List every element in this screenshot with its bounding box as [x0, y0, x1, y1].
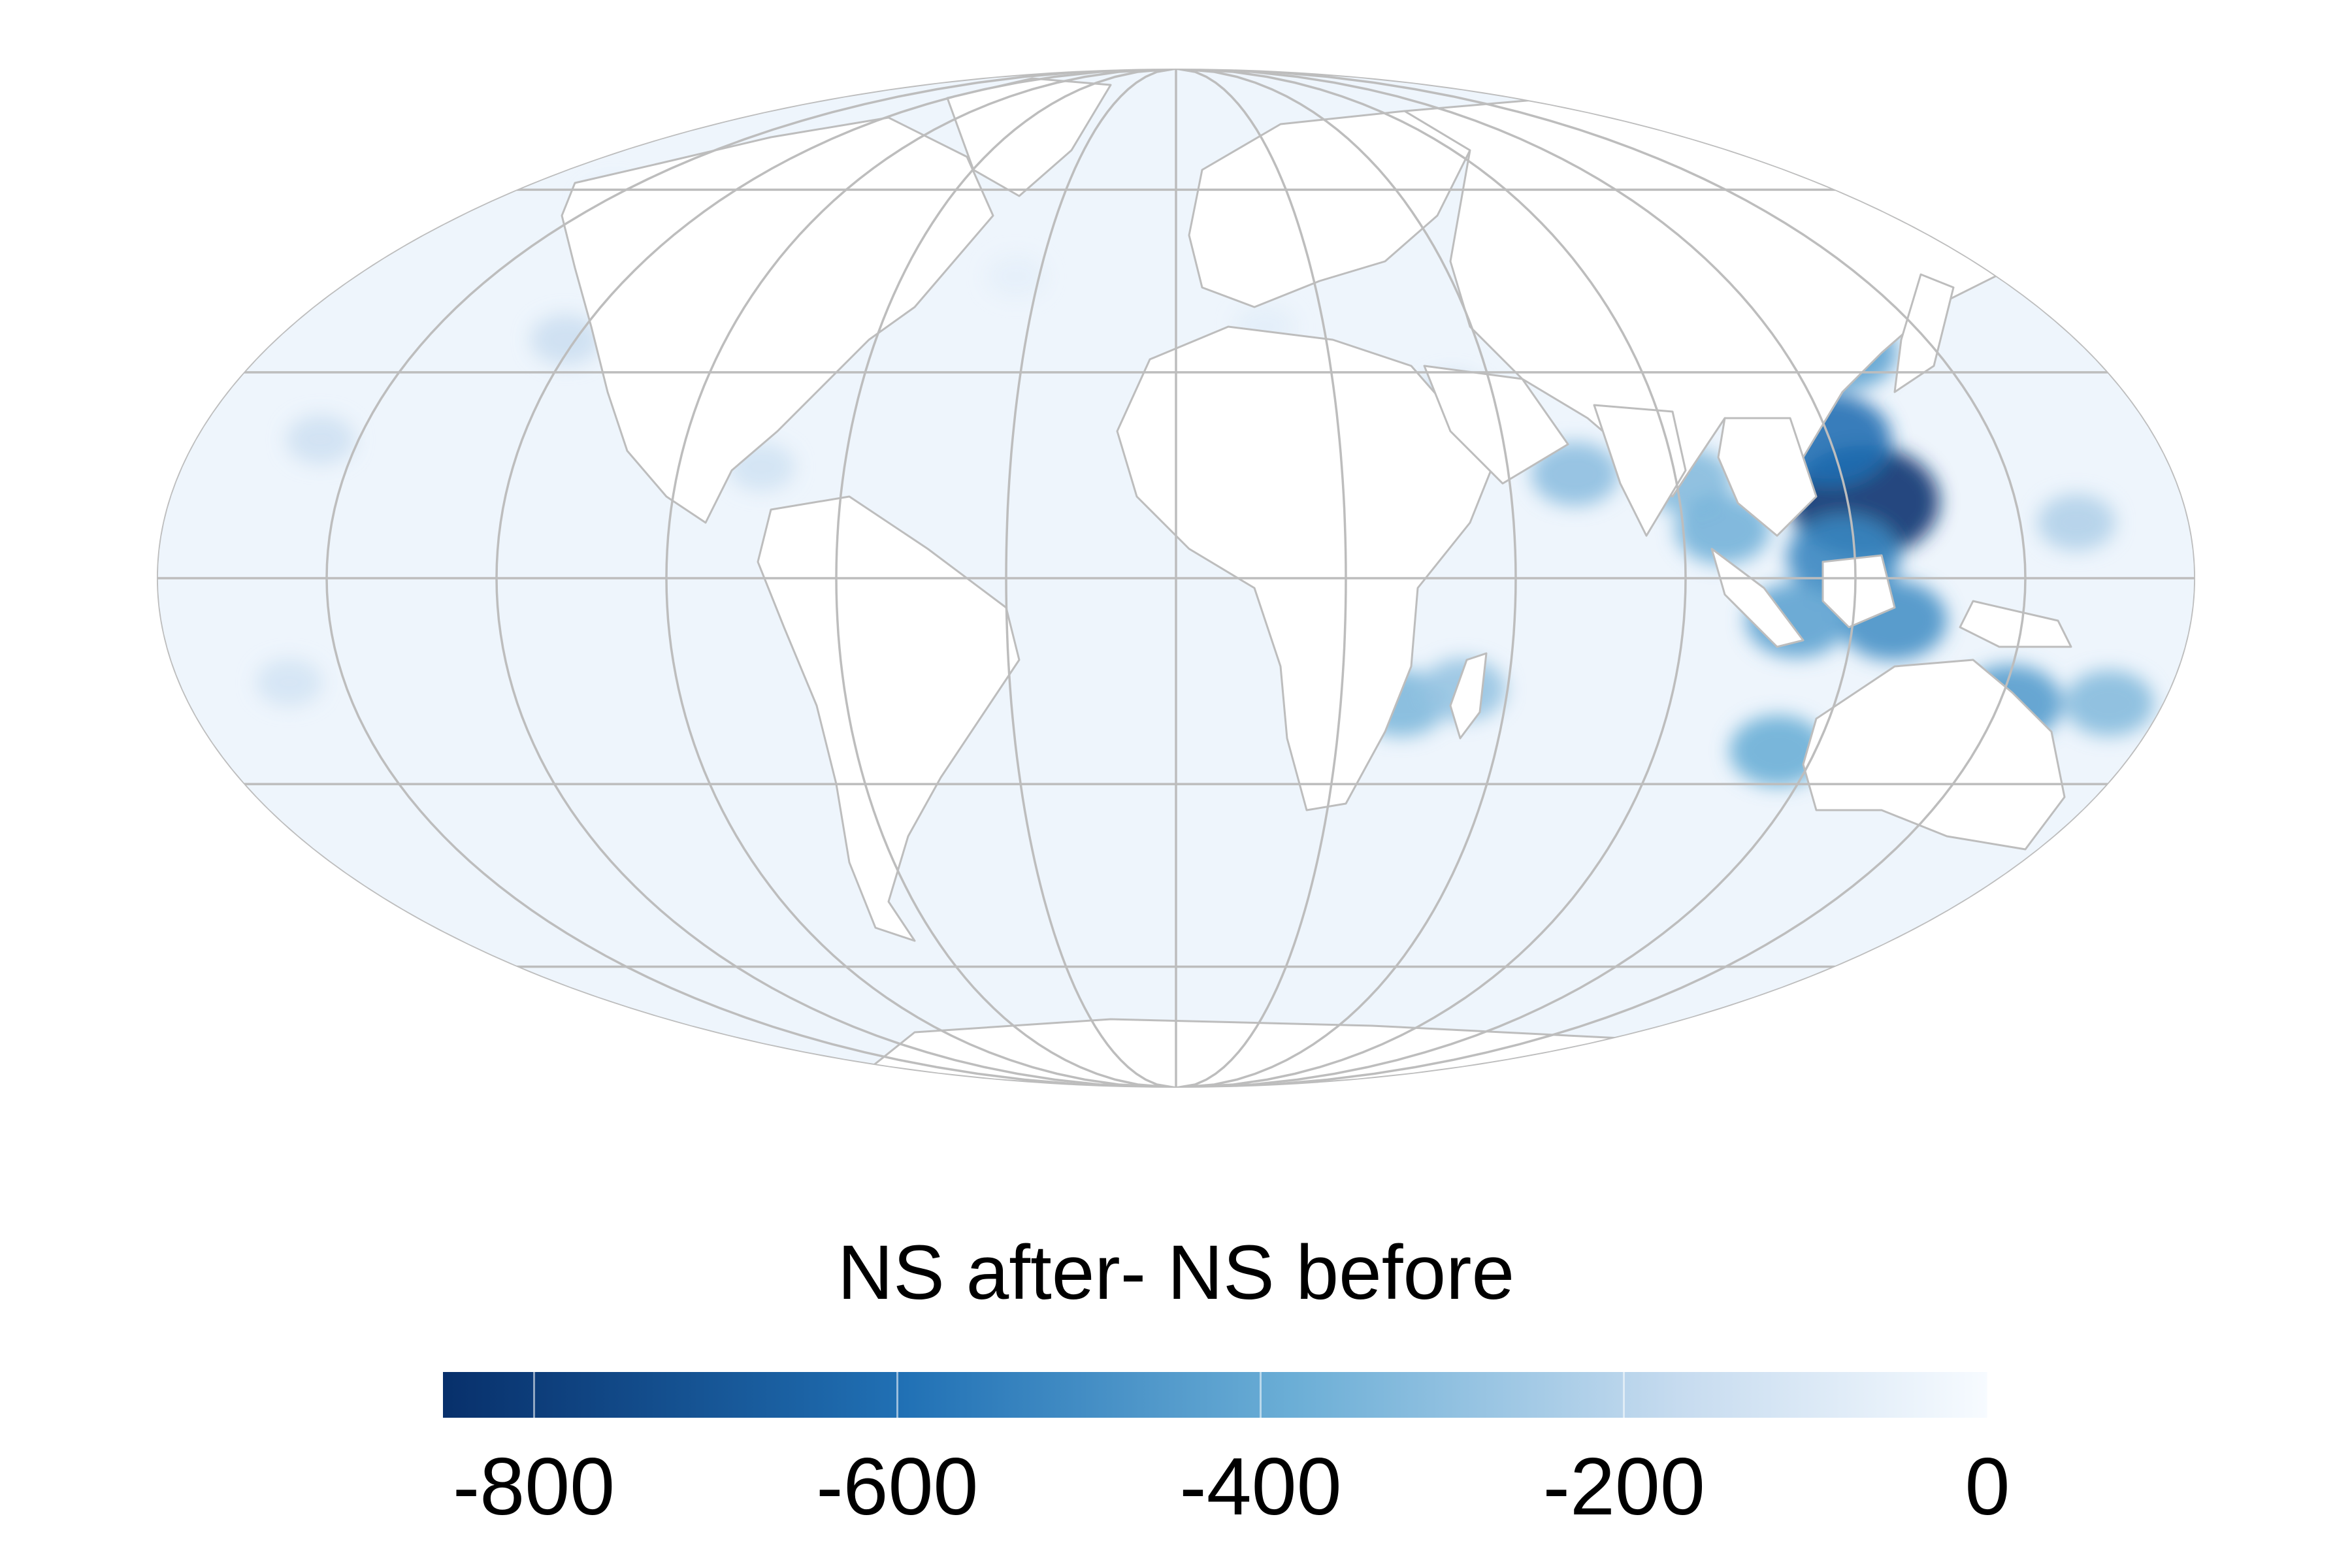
land-africa — [1116, 325, 1497, 811]
land-sumatra — [1710, 547, 1805, 648]
legend-tick-mark — [1623, 1372, 1625, 1418]
hotspot-andaman-sea — [1675, 495, 1771, 564]
land-north-america — [561, 116, 994, 524]
land-madagascar — [1449, 652, 1488, 740]
legend-tick-label: -800 — [452, 1442, 615, 1532]
hotspot-south-pacific-islands — [255, 659, 323, 707]
legend-tick-mark — [896, 1372, 898, 1418]
land-new-guinea — [1959, 600, 2072, 648]
land-indochina — [1717, 417, 1818, 537]
hotspot-western-india-coast — [1531, 442, 1619, 506]
legend-tick-label: 0 — [1965, 1442, 2010, 1532]
hotspot-hawaii — [286, 415, 355, 465]
hotspot-us-west-coast — [531, 314, 601, 365]
land-europe — [1188, 110, 1471, 308]
legend-tick-label: -400 — [1179, 1442, 1342, 1532]
hotspot-western-australia-coast — [1729, 715, 1827, 787]
land-arabia — [1423, 365, 1569, 485]
hotspot-north-atlantic — [987, 255, 1046, 298]
hotspot-new-caledonia-fiji — [2064, 670, 2155, 736]
world-map — [157, 69, 2195, 1088]
legend-tick-label: -200 — [1543, 1442, 1705, 1532]
land-australia — [1802, 659, 2066, 851]
legend-tick-mark — [1986, 1372, 1989, 1418]
hotspot-micronesia — [2037, 494, 2116, 551]
land-new-zealand — [2057, 848, 2099, 903]
land-japan — [1893, 273, 1955, 393]
land-india — [1593, 404, 1687, 537]
land-borneo — [1821, 554, 1896, 629]
legend-title: NS after- NS before — [837, 1230, 1515, 1316]
color-scale-bar — [443, 1372, 1987, 1418]
legend-tick-label: -600 — [816, 1442, 979, 1532]
land-south-america — [757, 495, 1021, 942]
legend-tick-mark — [532, 1372, 535, 1418]
legend-tick-mark — [1260, 1372, 1262, 1418]
